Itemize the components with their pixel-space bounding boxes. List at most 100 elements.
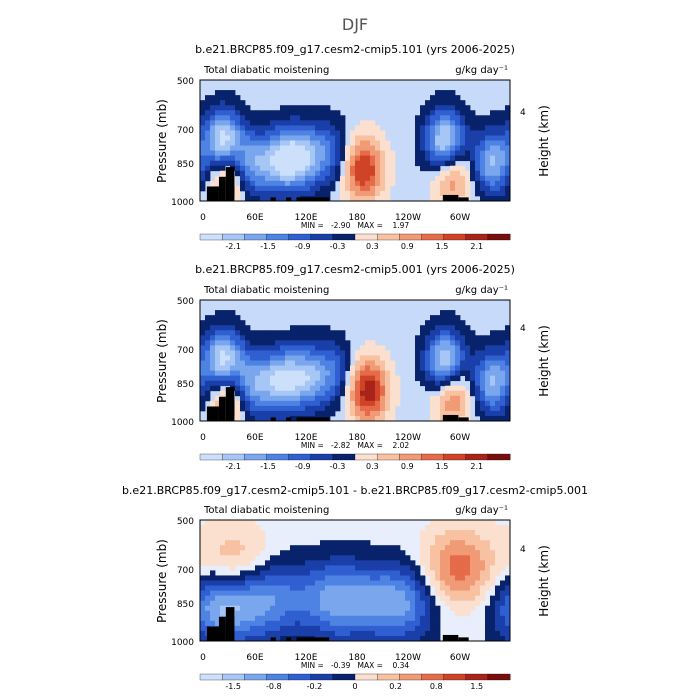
heatmap-cell: [455, 170, 461, 177]
heatmap-cell: [280, 620, 286, 627]
heatmap-cell: [415, 625, 421, 632]
heatmap-cell: [475, 340, 481, 346]
heatmap-cell: [475, 350, 481, 356]
heatmap-cell: [240, 605, 246, 612]
heatmap-cell: [245, 180, 251, 187]
heatmap-cell: [425, 335, 431, 341]
heatmap-cell: [290, 395, 296, 402]
heatmap-cell: [275, 155, 281, 162]
heatmap-cell: [375, 180, 381, 187]
heatmap-cell: [320, 615, 326, 622]
heatmap-cell: [485, 525, 491, 531]
heatmap-cell: [290, 615, 296, 622]
heatmap-cell: [210, 155, 216, 162]
heatmap-cell: [330, 125, 336, 131]
heatmap-cell: [260, 130, 266, 136]
heatmap-cell: [290, 195, 296, 202]
heatmap-cell: [315, 355, 321, 361]
heatmap-cell: [225, 90, 231, 96]
heatmap-cell: [270, 175, 276, 182]
heatmap-cell: [200, 110, 206, 116]
heatmap-cell: [335, 360, 341, 366]
heatmap-cell: [445, 320, 451, 326]
heatmap-cell: [215, 545, 221, 551]
heatmap-cell: [365, 385, 371, 392]
heatmap-cell: [220, 595, 226, 602]
heatmap-cell: [455, 180, 461, 187]
heatmap-cell: [450, 375, 456, 382]
heatmap-cell: [420, 115, 426, 121]
heatmap-cell: [335, 600, 341, 607]
heatmap-cell: [345, 340, 351, 346]
heatmap-cell: [385, 365, 391, 371]
heatmap-cell: [360, 610, 366, 617]
heatmap-cell: [290, 625, 296, 632]
heatmap-cell: [405, 610, 411, 617]
heatmap-cell: [205, 125, 211, 131]
heatmap-cell: [230, 520, 236, 526]
heatmap-cell: [265, 595, 271, 602]
heatmap-cell: [390, 620, 396, 627]
heatmap-cell: [240, 105, 246, 111]
heatmap-cell: [285, 370, 291, 377]
heatmap-cell: [425, 125, 431, 131]
heatmap-cell: [445, 135, 451, 141]
heatmap-cell: [245, 570, 251, 576]
heatmap-cell: [285, 400, 291, 407]
heatmap-cell: [290, 150, 296, 157]
heatmap-cell: [360, 575, 366, 581]
heatmap-cell: [270, 620, 276, 627]
heatmap-cell: [245, 150, 251, 157]
heatmap-cell: [395, 380, 401, 387]
heatmap-cell: [410, 570, 416, 576]
heatmap-cell: [335, 330, 341, 336]
terrain-block: [286, 637, 292, 641]
heatmap-cell: [385, 575, 391, 581]
heatmap-cell: [305, 190, 311, 197]
heatmap-cell: [500, 190, 506, 197]
heatmap-cell: [415, 355, 421, 361]
heatmap-cell: [315, 565, 321, 571]
heatmap-cell: [500, 170, 506, 177]
heatmap-cell: [210, 315, 216, 321]
heatmap-cell: [220, 330, 226, 336]
heatmap-cell: [505, 105, 511, 111]
heatmap-cell: [300, 565, 306, 571]
heatmap-cell: [505, 120, 511, 126]
heatmap-cell: [465, 595, 471, 602]
heatmap-cell: [485, 360, 491, 366]
heatmap-cell: [355, 570, 361, 576]
terrain-block: [218, 616, 226, 641]
heatmap-cell: [370, 145, 376, 151]
heatmap-cell: [440, 370, 446, 377]
heatmap-cell: [225, 555, 231, 561]
heatmap-cell: [310, 330, 316, 336]
heatmap-cell: [475, 580, 481, 586]
terrain-block: [270, 417, 276, 421]
heatmap-cell: [345, 540, 351, 546]
heatmap-cell: [420, 610, 426, 617]
heatmap-cell: [485, 415, 491, 422]
terrain-block: [218, 176, 226, 201]
heatmap-cell: [505, 335, 511, 341]
heatmap-cell: [340, 560, 346, 566]
heatmap-cell: [315, 360, 321, 366]
heatmap-cell: [205, 150, 211, 157]
heatmap-cell: [325, 565, 331, 571]
heatmap-cell: [210, 115, 216, 121]
heatmap-cell: [300, 590, 306, 597]
heatmap-cell: [220, 90, 226, 96]
colorbar-swatch: [288, 673, 312, 681]
heatmap-cell: [415, 615, 421, 622]
heatmap-cell: [440, 130, 446, 136]
colorbar-swatch: [332, 673, 356, 681]
heatmap-cell: [450, 145, 456, 151]
heatmap-cell: [440, 400, 446, 407]
heatmap-cell: [295, 600, 301, 607]
heatmap-cell: [365, 415, 371, 422]
heatmap-cell: [210, 95, 216, 101]
panel-2-ytick-right-4: 4: [520, 324, 526, 334]
heatmap-cell: [505, 635, 511, 642]
heatmap-cell: [235, 185, 241, 192]
heatmap-cell: [200, 365, 206, 371]
